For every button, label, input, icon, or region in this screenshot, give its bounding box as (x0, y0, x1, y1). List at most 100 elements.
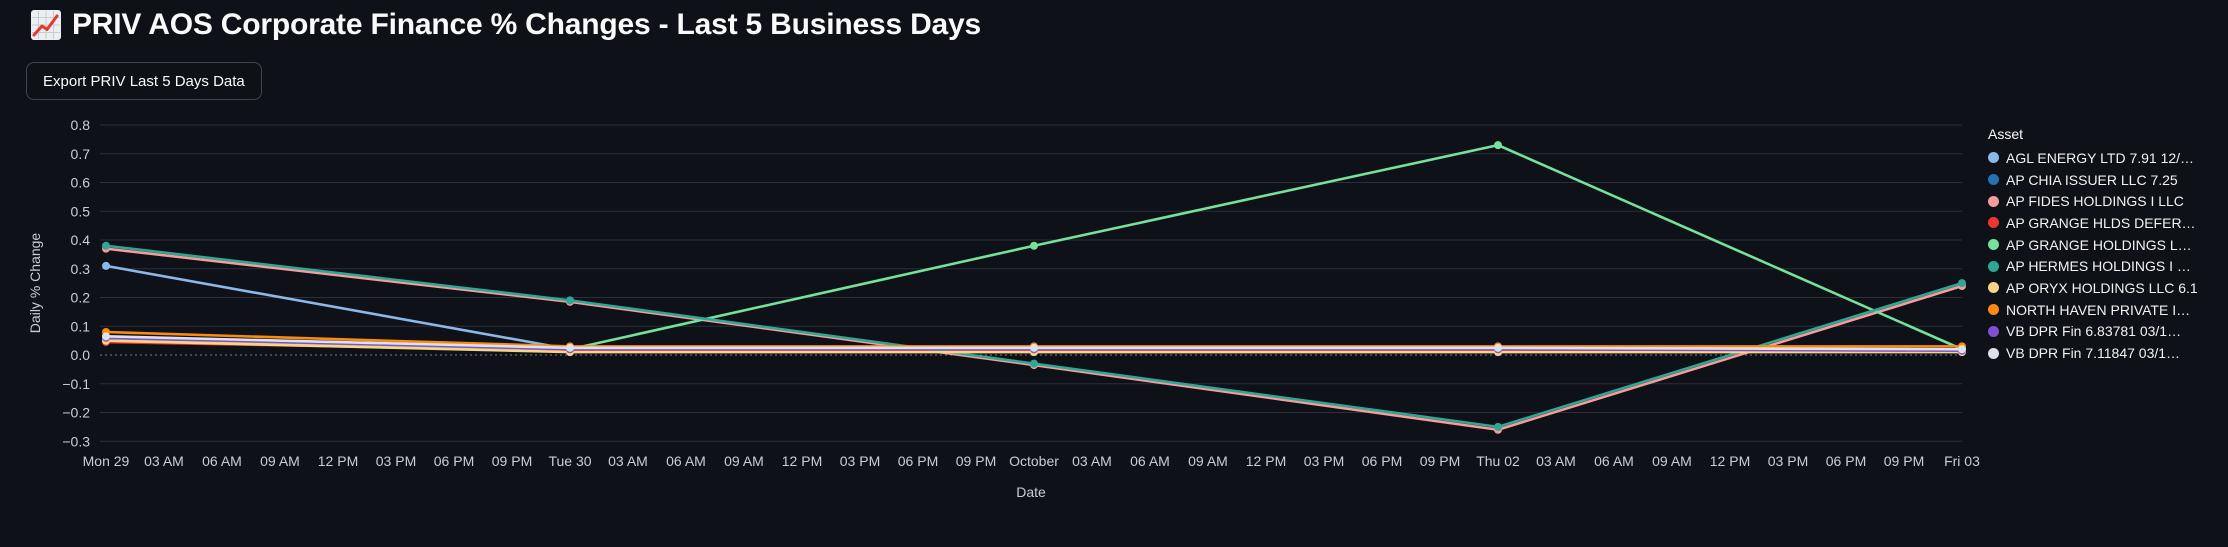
legend-label: AP FIDES HOLDINGS I LLC (2006, 193, 2184, 210)
legend-item-5[interactable]: AP HERMES HOLDINGS I … (1988, 255, 2218, 277)
legend-marker-icon (1988, 217, 1999, 229)
legend-item-3[interactable]: AP GRANGE HLDS DEFER… (1988, 212, 2218, 234)
series-point[interactable] (1030, 241, 1038, 250)
legend-marker-icon (1988, 195, 1999, 207)
y-tick-label: 0.2 (71, 290, 91, 306)
x-tick-label: Thu 02 (1476, 453, 1520, 469)
x-axis-title: Date (1016, 484, 1046, 500)
legend-label: AP ORYX HOLDINGS LLC 6.1 (2006, 279, 2198, 296)
y-tick-label: −0.3 (62, 433, 90, 449)
series-point[interactable] (1958, 279, 1966, 288)
legend-marker-icon (1988, 282, 1999, 294)
emoji-trend-line (32, 14, 59, 37)
x-tick-label: 03 PM (1304, 453, 1344, 469)
x-tick-label: 03 AM (1536, 453, 1576, 469)
legend-item-7[interactable]: NORTH HAVEN PRIVATE I… (1988, 299, 2218, 321)
page-title: PRIV AOS Corporate Finance % Changes - L… (72, 8, 982, 41)
legend-marker-icon (1988, 152, 1999, 164)
y-tick-label: 0.1 (71, 318, 91, 334)
x-tick-label: 03 PM (1768, 453, 1808, 469)
x-tick-label: 06 AM (202, 453, 242, 469)
y-tick-label: 0.7 (71, 146, 91, 162)
series-line-5 (105, 244, 1963, 429)
x-tick-label: 06 AM (1594, 453, 1634, 469)
y-tick-label: 0.3 (71, 261, 91, 277)
x-tick-label: 03 AM (1072, 453, 1112, 469)
legend-marker-icon (1988, 239, 1999, 251)
x-tick-label: 09 AM (1188, 453, 1228, 469)
x-tick-label: October (1009, 453, 1059, 469)
legend-item-2[interactable]: AP FIDES HOLDINGS I LLC (1988, 190, 2218, 212)
y-tick-label: −0.2 (62, 405, 90, 421)
x-tick-label: 09 PM (1884, 453, 1924, 469)
legend-label: VB DPR Fin 7.11847 03/1… (2006, 345, 2181, 362)
x-tick-label: Tue 30 (548, 453, 591, 469)
legend-title: Asset (1988, 126, 2024, 142)
y-tick-label: 0.8 (71, 117, 91, 133)
x-tick-label: 03 AM (608, 453, 648, 469)
series-point[interactable] (1030, 343, 1038, 352)
series-point[interactable] (1030, 359, 1038, 368)
chart-increasing-icon (31, 10, 61, 40)
legend-label: AP HERMES HOLDINGS I … (2006, 258, 2191, 275)
series-point[interactable] (566, 296, 574, 305)
series-point[interactable] (1494, 422, 1502, 431)
legend-marker-icon (1988, 304, 1999, 316)
legend-marker-icon (1988, 174, 1999, 186)
legend-item-4[interactable]: AP GRANGE HOLDINGS L… (1988, 234, 2218, 256)
y-tick-label: 0.5 (71, 203, 91, 219)
legend-label: AP GRANGE HOLDINGS L… (2006, 236, 2192, 253)
x-tick-label: 12 PM (782, 453, 822, 469)
legend-marker-icon (1988, 260, 1999, 272)
series-point[interactable] (1958, 345, 1966, 354)
chart-legend: Asset AGL ENERGY LTD 7.91 12/… AP CHIA IS… (1988, 126, 2218, 364)
y-tick-label: 0.0 (71, 347, 91, 363)
x-tick-label: 03 PM (376, 453, 416, 469)
legend-item-1[interactable]: AP CHIA ISSUER LLC 7.25 (1988, 169, 2218, 191)
x-tick-label: 09 AM (724, 453, 764, 469)
x-tick-label: 09 PM (956, 453, 996, 469)
legend-items: AGL ENERGY LTD 7.91 12/… AP CHIA ISSUER L… (1988, 147, 2218, 364)
legend-item-9[interactable]: VB DPR Fin 7.11847 03/1… (1988, 342, 2218, 364)
x-tick-label: 06 PM (898, 453, 938, 469)
legend-label: AGL ENERGY LTD 7.91 12/… (2006, 149, 2195, 166)
export-priv-data-button[interactable]: Export PRIV Last 5 Days Data (26, 62, 262, 100)
x-tick-label: 12 PM (318, 453, 358, 469)
legend-label: AP GRANGE HLDS DEFER… (2006, 214, 2196, 231)
x-tick-label: 12 PM (1710, 453, 1750, 469)
x-tick-label: Mon 29 (83, 453, 130, 469)
x-tick-label: 12 PM (1246, 453, 1286, 469)
legend-label: VB DPR Fin 6.83781 03/1… (2006, 323, 2182, 340)
legend-item-8[interactable]: VB DPR Fin 6.83781 03/1… (1988, 321, 2218, 343)
header: PRIV AOS Corporate Finance % Changes - L… (30, 8, 981, 42)
series-point[interactable] (1494, 141, 1502, 150)
series-point[interactable] (566, 343, 574, 352)
x-tick-label: 09 AM (1652, 453, 1692, 469)
x-tick-label: 03 AM (144, 453, 184, 469)
x-tick-label: 06 PM (434, 453, 474, 469)
series-point[interactable] (102, 241, 110, 250)
legend-label: NORTH HAVEN PRIVATE I… (2006, 301, 2191, 318)
legend-item-6[interactable]: AP ORYX HOLDINGS LLC 6.1 (1988, 277, 2218, 299)
series-point[interactable] (102, 261, 110, 270)
x-tick-label: 09 PM (492, 453, 532, 469)
series-point[interactable] (1494, 343, 1502, 352)
y-axis-title: Daily % Change (27, 233, 43, 334)
y-tick-label: 0.4 (71, 232, 91, 248)
x-tick-label: 09 AM (260, 453, 300, 469)
legend-marker-icon (1988, 325, 1999, 337)
x-tick-label: 06 AM (1130, 453, 1170, 469)
x-tick-label: 06 AM (666, 453, 706, 469)
x-tick-label: 03 PM (840, 453, 880, 469)
series-point[interactable] (102, 332, 110, 341)
y-tick-label: 0.6 (71, 175, 91, 191)
x-tick-label: Fri 03 (1944, 453, 1980, 469)
series-line-2 (105, 247, 1963, 432)
legend-label: AP CHIA ISSUER LLC 7.25 (2006, 171, 2178, 188)
y-tick-label: −0.1 (62, 376, 90, 392)
legend-marker-icon (1988, 347, 1999, 359)
legend-item-0[interactable]: AGL ENERGY LTD 7.91 12/… (1988, 147, 2218, 169)
x-tick-label: 06 PM (1826, 453, 1866, 469)
